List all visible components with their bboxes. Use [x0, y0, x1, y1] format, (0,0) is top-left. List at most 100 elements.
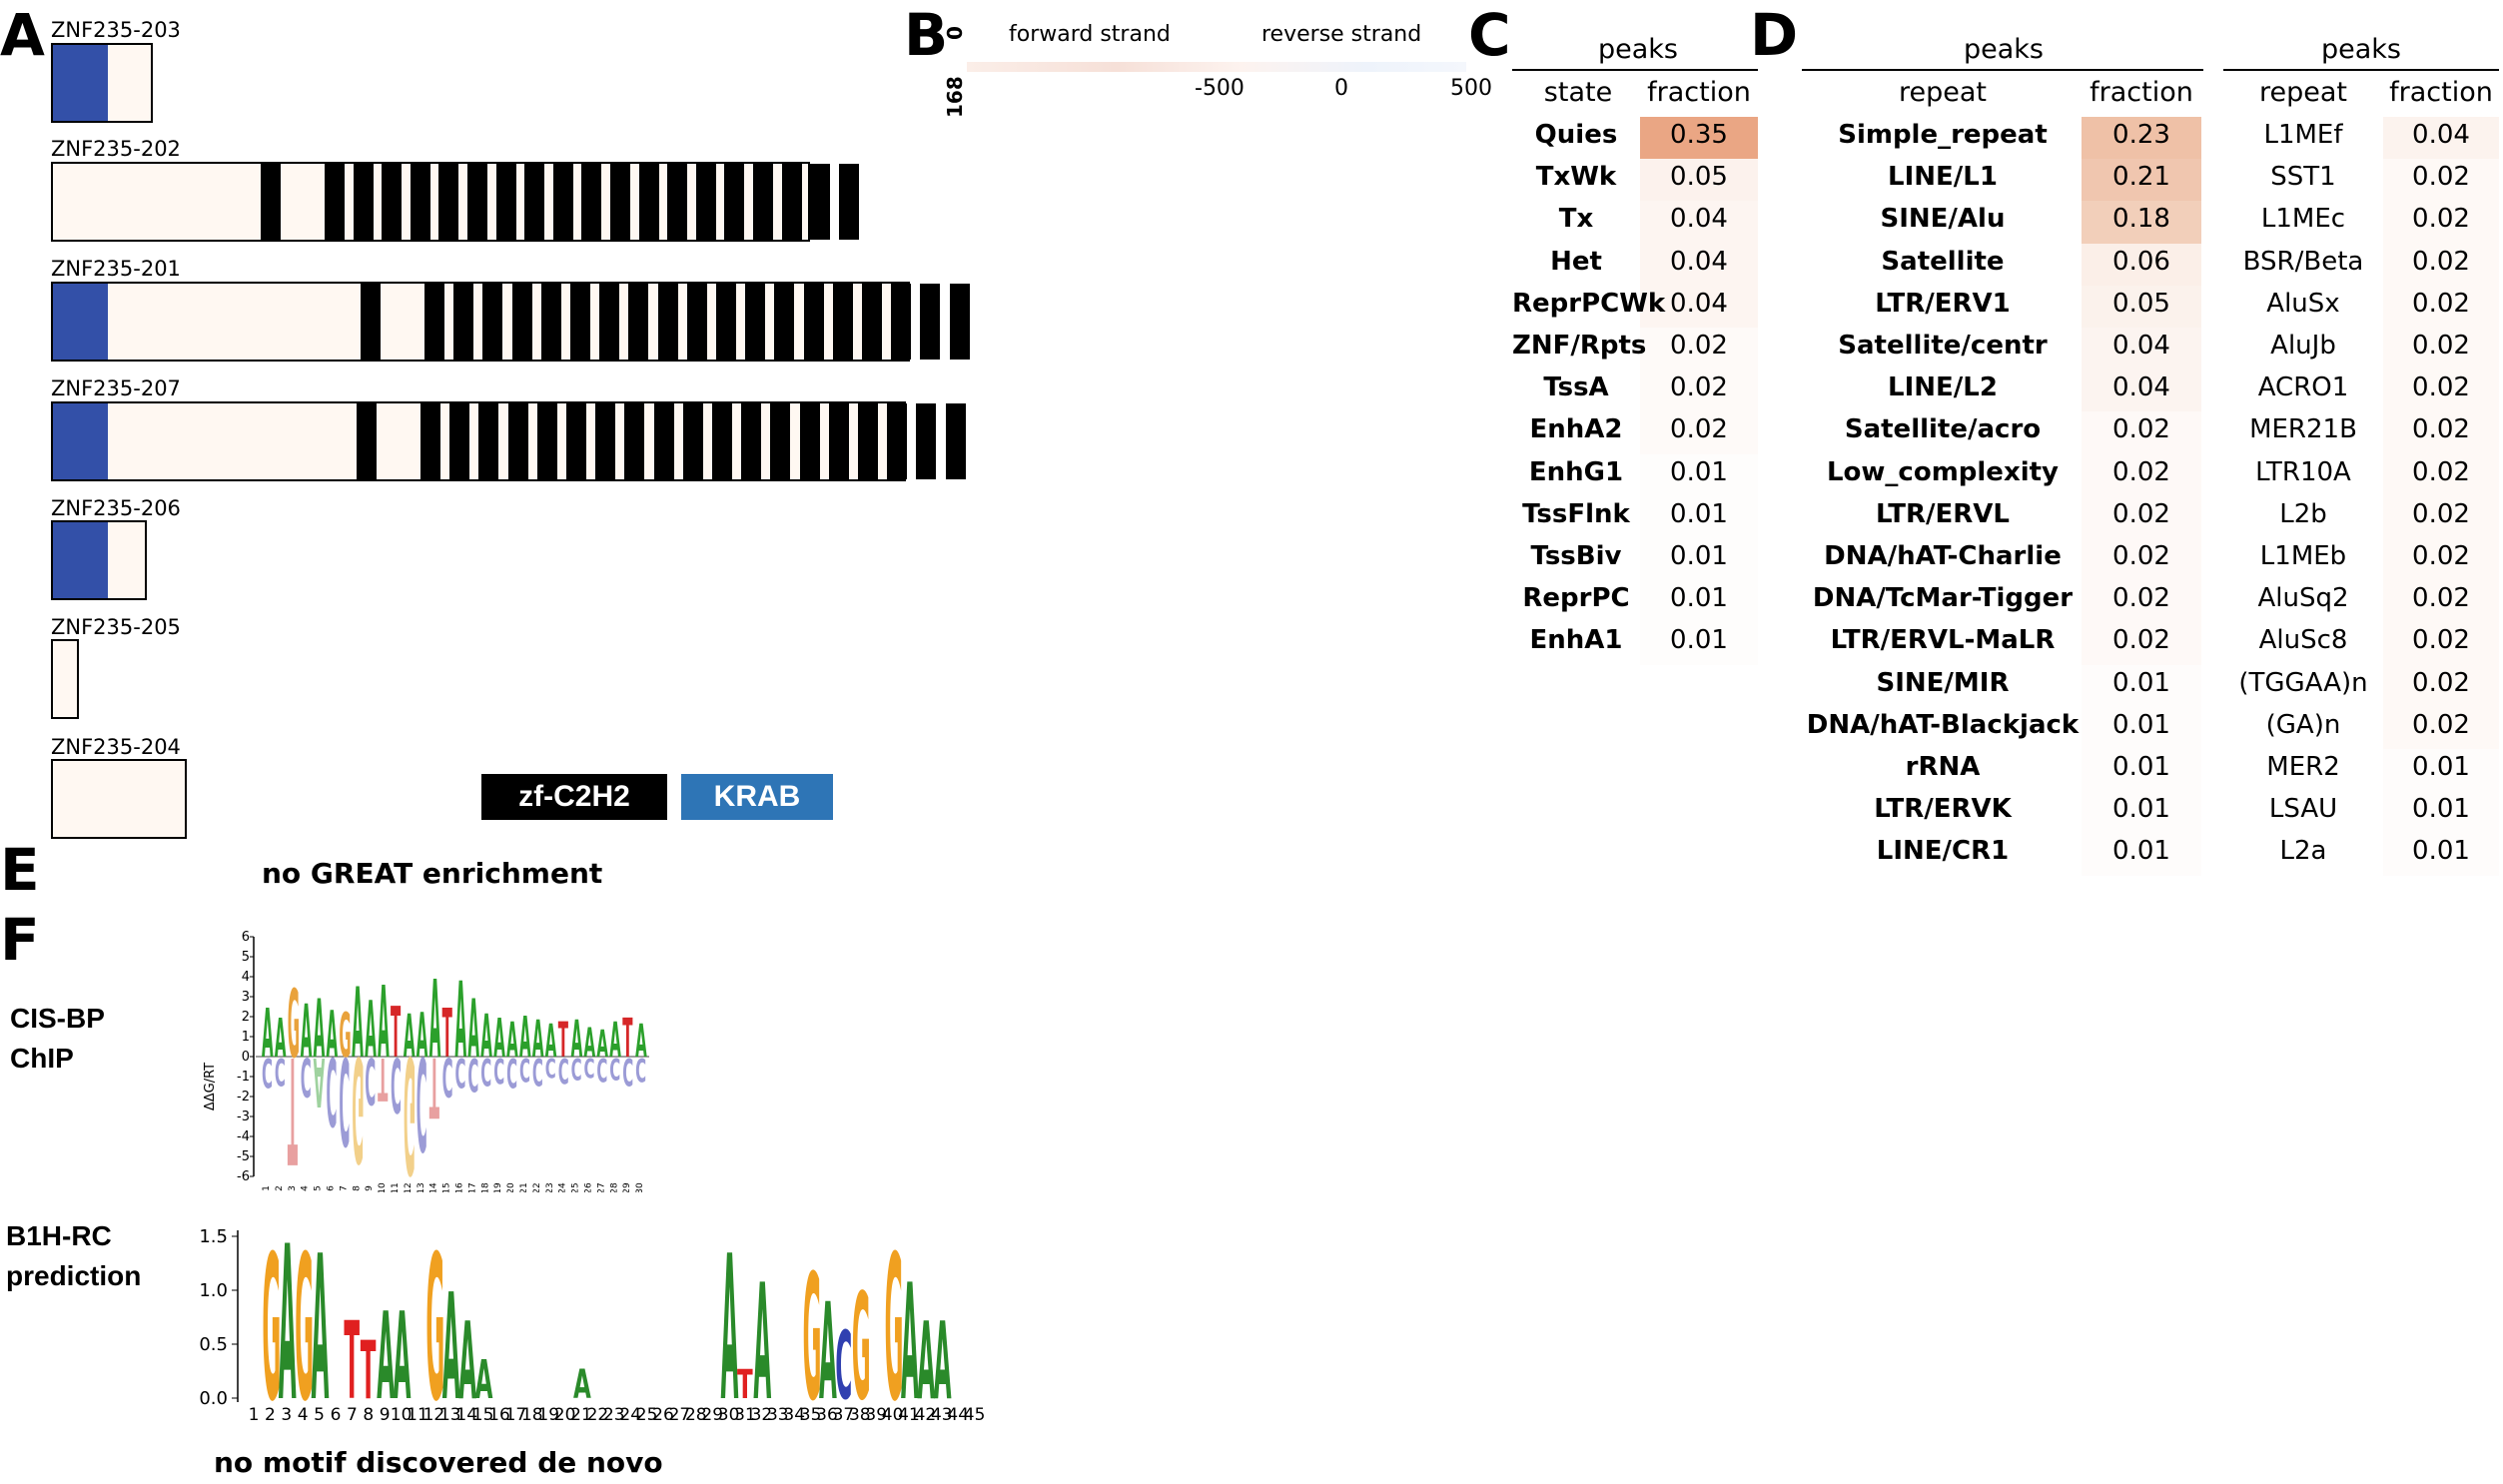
- fraction-cell-bg: [2082, 159, 2201, 202]
- isoform-bar: [51, 759, 187, 839]
- fraction-cell-bg: [2383, 791, 2499, 834]
- zinc-finger-domain: [420, 403, 440, 479]
- fraction-cell-bg: [2082, 538, 2201, 581]
- fraction-cell-bg: [2383, 453, 2499, 496]
- table-row-label: AluSx: [2266, 288, 2340, 319]
- zinc-finger-domain: [774, 284, 795, 360]
- b1h-x-tick: 18: [521, 1405, 543, 1424]
- zinc-finger-domain: [540, 284, 561, 360]
- fraction-cell-bg: [2383, 580, 2499, 623]
- table-row-value: 0.02: [2412, 709, 2470, 740]
- b1h-x-tick: 42: [915, 1405, 937, 1424]
- cisbp-logo-letter: A: [327, 998, 339, 1072]
- panel-d-letter: D: [1750, 1, 1799, 69]
- table-row-label: Satellite/acro: [1844, 414, 2042, 445]
- b1h-x-tick: 15: [472, 1405, 494, 1424]
- cisbp-logo-letter: A: [467, 983, 479, 1076]
- cisbp-y-tick: -3: [237, 1110, 250, 1124]
- panel-f-letter: F: [0, 906, 40, 974]
- fraction-cell-bg: [1640, 159, 1758, 202]
- table-row-value: 0.18: [2112, 204, 2170, 235]
- isoform-bar: [51, 162, 859, 242]
- table-row-value: 0.06: [2112, 246, 2170, 277]
- cisbp-x-tick: 27: [596, 1182, 606, 1192]
- b1h-logo-letter: A: [934, 1300, 952, 1424]
- cisbp-logo-letter: A: [493, 1009, 505, 1070]
- b1h-logo-letter: T: [344, 1300, 360, 1424]
- cisbp-logo-letter: A: [404, 1004, 416, 1073]
- cisbp-logo-letter: A: [596, 1023, 608, 1066]
- table-row-label: SST1: [2270, 162, 2336, 193]
- zinc-finger-domain: [920, 284, 941, 360]
- cisbp-logo-letter: C: [635, 1051, 646, 1088]
- b1h-x-tick: 19: [537, 1405, 559, 1424]
- fraction-cell-bg: [2383, 538, 2499, 581]
- cisbp-x-tick: 11: [391, 1182, 401, 1192]
- zinc-finger-domain: [753, 164, 773, 240]
- table-d2-col2: fraction: [2389, 77, 2493, 108]
- cisbp-x-tick: 5: [314, 1185, 324, 1191]
- b1h-x-tick: 25: [636, 1405, 658, 1424]
- table-row-value: 0.01: [2112, 752, 2170, 782]
- b1h-x-tick: 29: [701, 1405, 723, 1424]
- cisbp-logo-letter: A: [417, 1001, 428, 1072]
- b1h-logo-letter: A: [458, 1300, 476, 1424]
- b1h-logo-letter: A: [901, 1250, 919, 1424]
- krab-domain: [53, 403, 108, 479]
- table-row-value: 0.01: [1670, 541, 1728, 571]
- zinc-finger-domain: [810, 164, 831, 240]
- heatmap-y-bottom: 168: [943, 76, 967, 118]
- table-row-label: Low_complexity: [1826, 456, 2060, 487]
- table-d1-col2: fraction: [2089, 77, 2193, 108]
- b1h-x-tick: 2: [265, 1405, 276, 1424]
- zinc-finger-domain: [570, 284, 590, 360]
- table-row-value: 0.02: [2412, 625, 2470, 656]
- b1h-x-tick: 4: [298, 1405, 309, 1424]
- zinc-finger-domain: [745, 284, 766, 360]
- zinc-finger-domain: [552, 164, 573, 240]
- isoform-label: ZNF235-203: [51, 18, 181, 42]
- b1h-x-tick: 45: [964, 1405, 986, 1424]
- cisbp-x-tick: 29: [622, 1182, 632, 1192]
- cisbp-logo-letter: G: [339, 1001, 351, 1072]
- table-row-value: 0.01: [1670, 456, 1728, 487]
- cisbp-label-line2: ChIP: [10, 1043, 74, 1074]
- cisbp-logo-letter: G: [352, 1024, 364, 1190]
- isoform-label: ZNF235-205: [51, 615, 181, 639]
- b1h-x-tick: 26: [652, 1405, 674, 1424]
- b1h-x-tick: 28: [685, 1405, 707, 1424]
- cisbp-x-tick: 1: [262, 1185, 272, 1191]
- table-row-label: L2b: [2279, 498, 2327, 529]
- cisbp-logo-letter: T: [558, 1014, 569, 1069]
- cisbp-x-tick: 30: [635, 1182, 645, 1192]
- cisbp-y-label: ΔΔG/RT: [203, 1063, 218, 1111]
- fraction-cell-bg: [1640, 285, 1758, 328]
- table-row-label: LTR/ERV1: [1875, 288, 2011, 319]
- fraction-cell-bg: [1640, 243, 1758, 286]
- table-row-label: Tx: [1558, 204, 1594, 235]
- cisbp-label: CIS-BP ChIP: [10, 999, 105, 1079]
- isoform-label: ZNF235-202: [51, 137, 181, 161]
- zinc-finger-domain: [891, 284, 912, 360]
- table-row-label: DNA/TcMar-Tigger: [1812, 583, 2074, 614]
- b1h-x-tick: 12: [423, 1405, 445, 1424]
- cisbp-logo-letter: A: [584, 1021, 596, 1067]
- isoform-bar: [51, 520, 147, 600]
- cisbp-x-tick: 25: [571, 1182, 581, 1192]
- cisbp-y-tick: -1: [237, 1070, 250, 1085]
- cisbp-logo-letter: A: [314, 983, 326, 1076]
- fraction-cell-bg: [2383, 622, 2499, 665]
- heatmap-y-top: 0: [943, 26, 967, 40]
- table-row-label: Simple_repeat: [1838, 120, 2048, 150]
- b1h-x-tick: 38: [849, 1405, 871, 1424]
- panel-c-letter: C: [1468, 1, 1511, 69]
- cisbp-logo-letter: C: [584, 1052, 595, 1083]
- table-row-value: 0.04: [2412, 120, 2470, 150]
- table-row-label: DNA/hAT-Blackjack: [1806, 709, 2080, 740]
- zinc-finger-domain: [424, 284, 444, 360]
- b1h-x-tick: 27: [669, 1405, 691, 1424]
- cisbp-logo-letter: C: [275, 1050, 286, 1093]
- b1h-x-tick: 13: [439, 1405, 461, 1424]
- panel-e-letter: E: [0, 836, 40, 904]
- zinc-finger-domain: [261, 164, 281, 240]
